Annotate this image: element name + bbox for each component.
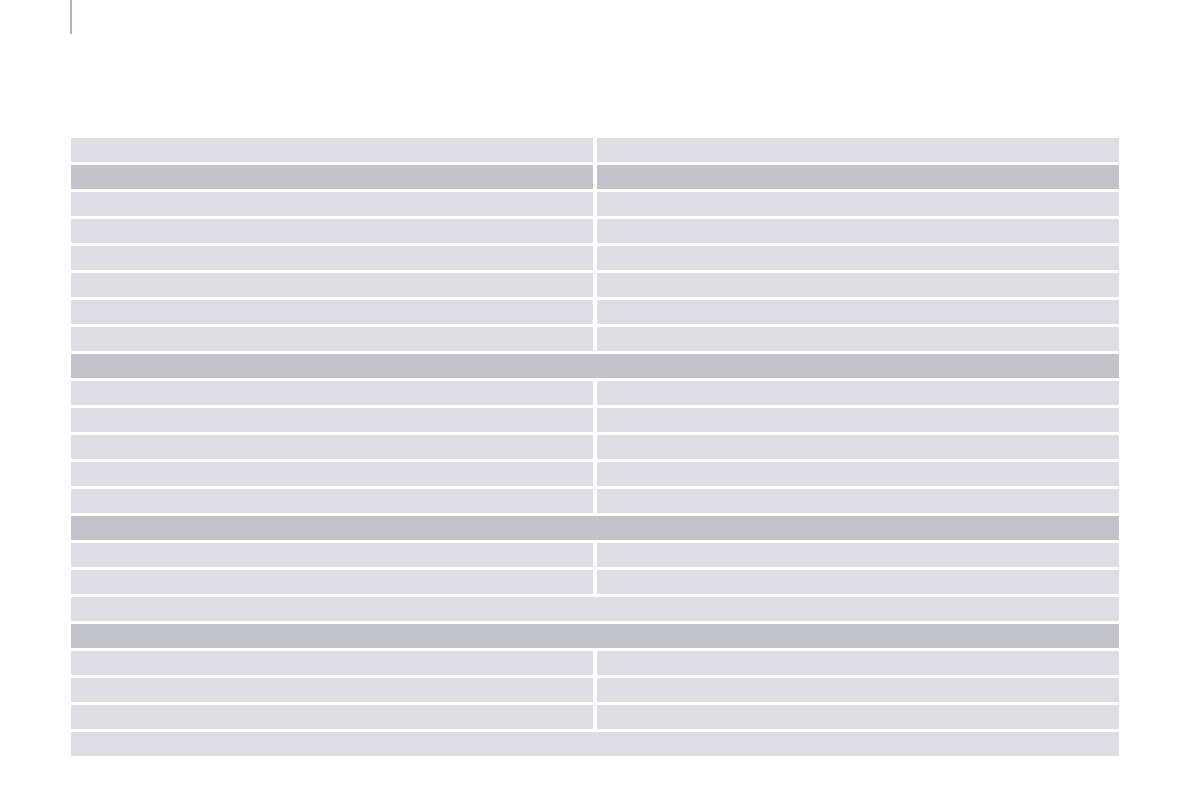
table-cell (597, 381, 1119, 405)
table-cell (71, 327, 593, 351)
data-table (71, 57, 1119, 759)
table-cell (71, 732, 1119, 756)
table-cell (71, 651, 593, 675)
table-cell (71, 435, 593, 459)
table-cell (71, 354, 1119, 378)
table-row (71, 489, 1119, 513)
table-row (71, 705, 1119, 729)
table-cell (597, 651, 1119, 675)
table-cell (71, 219, 593, 243)
table-row (71, 219, 1119, 243)
table-cell (597, 408, 1119, 432)
table-row (71, 192, 1119, 216)
table-cell (71, 300, 593, 324)
table-header-row (71, 57, 1119, 83)
table-row (71, 678, 1119, 702)
table-cell (71, 165, 593, 189)
table-cell (71, 678, 593, 702)
table-section-row (71, 624, 1119, 648)
table-row (71, 462, 1119, 486)
table-row (71, 138, 1119, 162)
table-section-row (71, 165, 1119, 189)
table-cell (71, 570, 593, 594)
table-cell (71, 597, 1119, 621)
table-row (71, 381, 1119, 405)
table-row (71, 570, 1119, 594)
table-row (71, 273, 1119, 297)
table-cell (71, 381, 593, 405)
table-row (71, 327, 1119, 351)
table-section-row (71, 354, 1119, 378)
table-row (71, 300, 1119, 324)
table-cell (71, 624, 1119, 648)
table-cell (597, 489, 1119, 513)
table-cell (597, 192, 1119, 216)
table-cell (597, 570, 1119, 594)
table-title-row (71, 87, 1119, 134)
margin-bar (70, 0, 72, 34)
table-row (71, 543, 1119, 567)
table-cell (71, 246, 593, 270)
table-cell (597, 273, 1119, 297)
table-row (71, 597, 1119, 621)
table-cell (71, 273, 593, 297)
table-row (71, 732, 1119, 756)
table-cell (71, 543, 593, 567)
table-cell (597, 543, 1119, 567)
table-cell (597, 300, 1119, 324)
table-cell (71, 516, 1119, 540)
table-cell (597, 246, 1119, 270)
table-cell (71, 138, 593, 162)
table-cell (597, 138, 1119, 162)
table-cell (71, 192, 593, 216)
table-row (71, 651, 1119, 675)
table-cell (71, 462, 593, 486)
table-cell (597, 327, 1119, 351)
table-cell (71, 489, 593, 513)
table-cell (597, 165, 1119, 189)
table-row (71, 246, 1119, 270)
table-cell (71, 408, 593, 432)
table-cell (597, 435, 1119, 459)
table-cell (597, 462, 1119, 486)
table-cell (597, 678, 1119, 702)
table-cell (597, 219, 1119, 243)
table-row (71, 408, 1119, 432)
table-cell (597, 705, 1119, 729)
table-section-row (71, 516, 1119, 540)
table-row (71, 435, 1119, 459)
table-cell (71, 705, 593, 729)
